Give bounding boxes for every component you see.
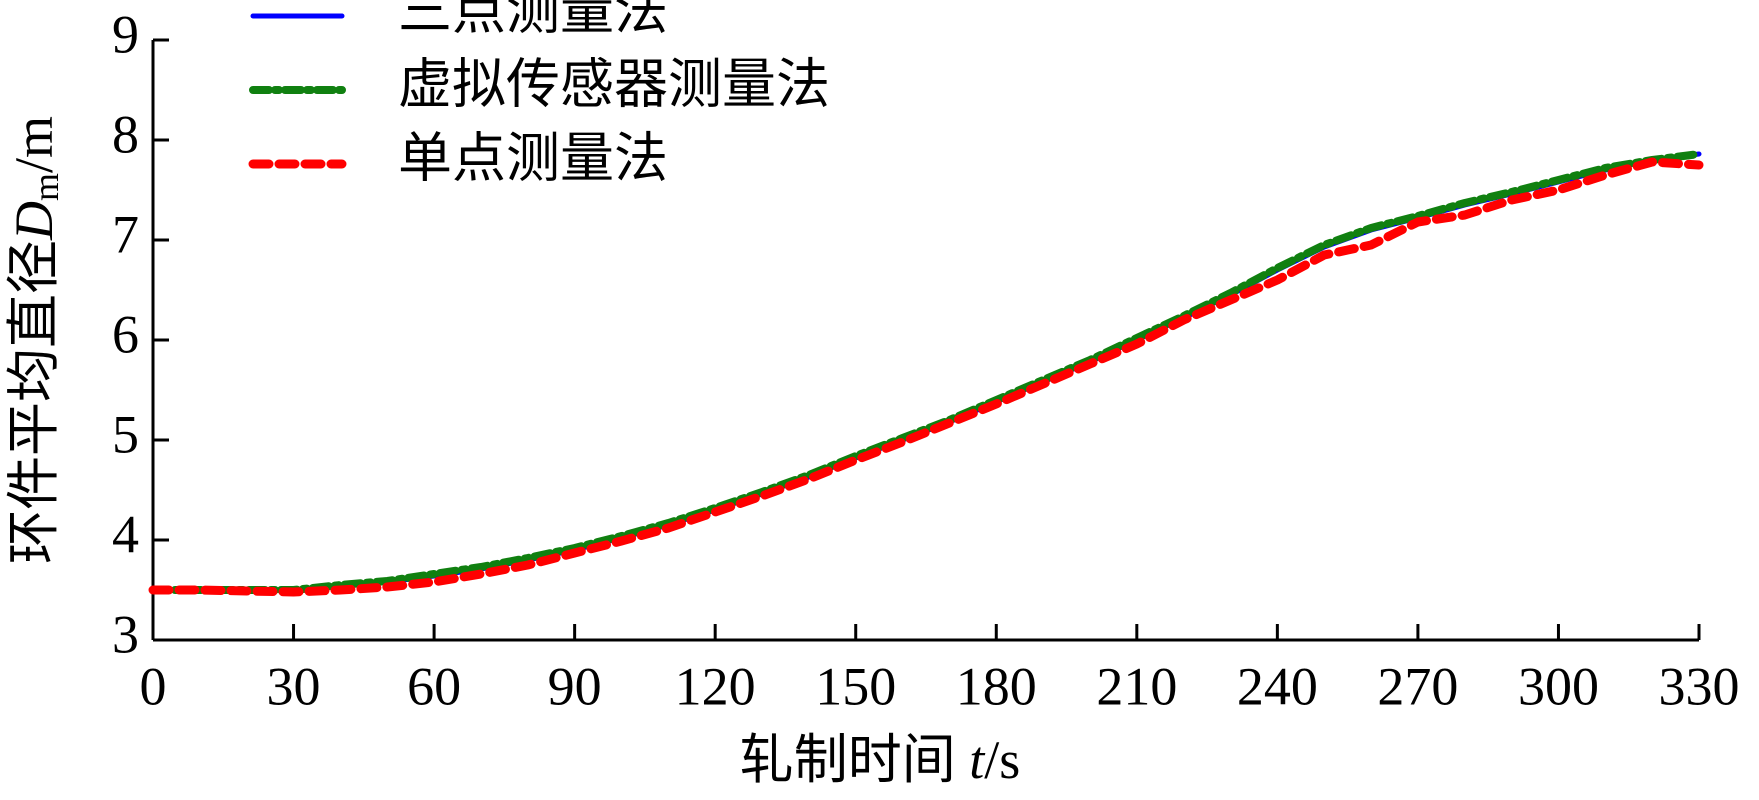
y-tick-label: 9 bbox=[112, 4, 139, 64]
legend-label: 单点测量法 bbox=[398, 128, 668, 188]
y-tick-label: 5 bbox=[112, 404, 139, 464]
x-tick-label: 270 bbox=[1377, 656, 1458, 716]
series-line bbox=[148, 157, 1704, 597]
x-tick-label: 120 bbox=[675, 656, 756, 716]
series-line bbox=[150, 151, 1702, 593]
y-tick-label: 8 bbox=[112, 104, 139, 164]
x-label-unit: /s bbox=[984, 730, 1020, 790]
x-axis-label: 轧制时间 t/s bbox=[740, 730, 1021, 790]
x-tick-label: 30 bbox=[267, 656, 321, 716]
x-tick-label: 240 bbox=[1237, 656, 1318, 716]
y-tick-label: 7 bbox=[112, 204, 139, 264]
y-tick-label: 3 bbox=[112, 604, 139, 664]
x-tick-label: 180 bbox=[956, 656, 1037, 716]
x-tick-label: 210 bbox=[1096, 656, 1177, 716]
y-label-variable: D bbox=[4, 201, 64, 241]
x-tick-label: 90 bbox=[548, 656, 602, 716]
y-label-text: 环件平均直径 bbox=[4, 240, 64, 564]
x-label-text: 轧制时间 bbox=[740, 730, 970, 790]
x-tick-label: 60 bbox=[407, 656, 461, 716]
x-tick-label: 0 bbox=[140, 656, 167, 716]
x-tick-label: 300 bbox=[1518, 656, 1599, 716]
x-label-variable: t bbox=[969, 730, 986, 790]
x-tick-label: 150 bbox=[815, 656, 896, 716]
y-tick-label: 4 bbox=[112, 504, 139, 564]
legend-label: 三点测量法 bbox=[398, 0, 668, 40]
legend-label: 虚拟传感器测量法 bbox=[398, 54, 830, 114]
series-line bbox=[149, 150, 1703, 594]
y-axis-label: 环件平均直径Dm/m bbox=[4, 116, 66, 564]
y-tick-label: 6 bbox=[112, 304, 139, 364]
y-label-unit: /m bbox=[4, 116, 64, 173]
x-tick-label: 330 bbox=[1659, 656, 1740, 716]
y-label-subscript: m bbox=[26, 173, 66, 201]
